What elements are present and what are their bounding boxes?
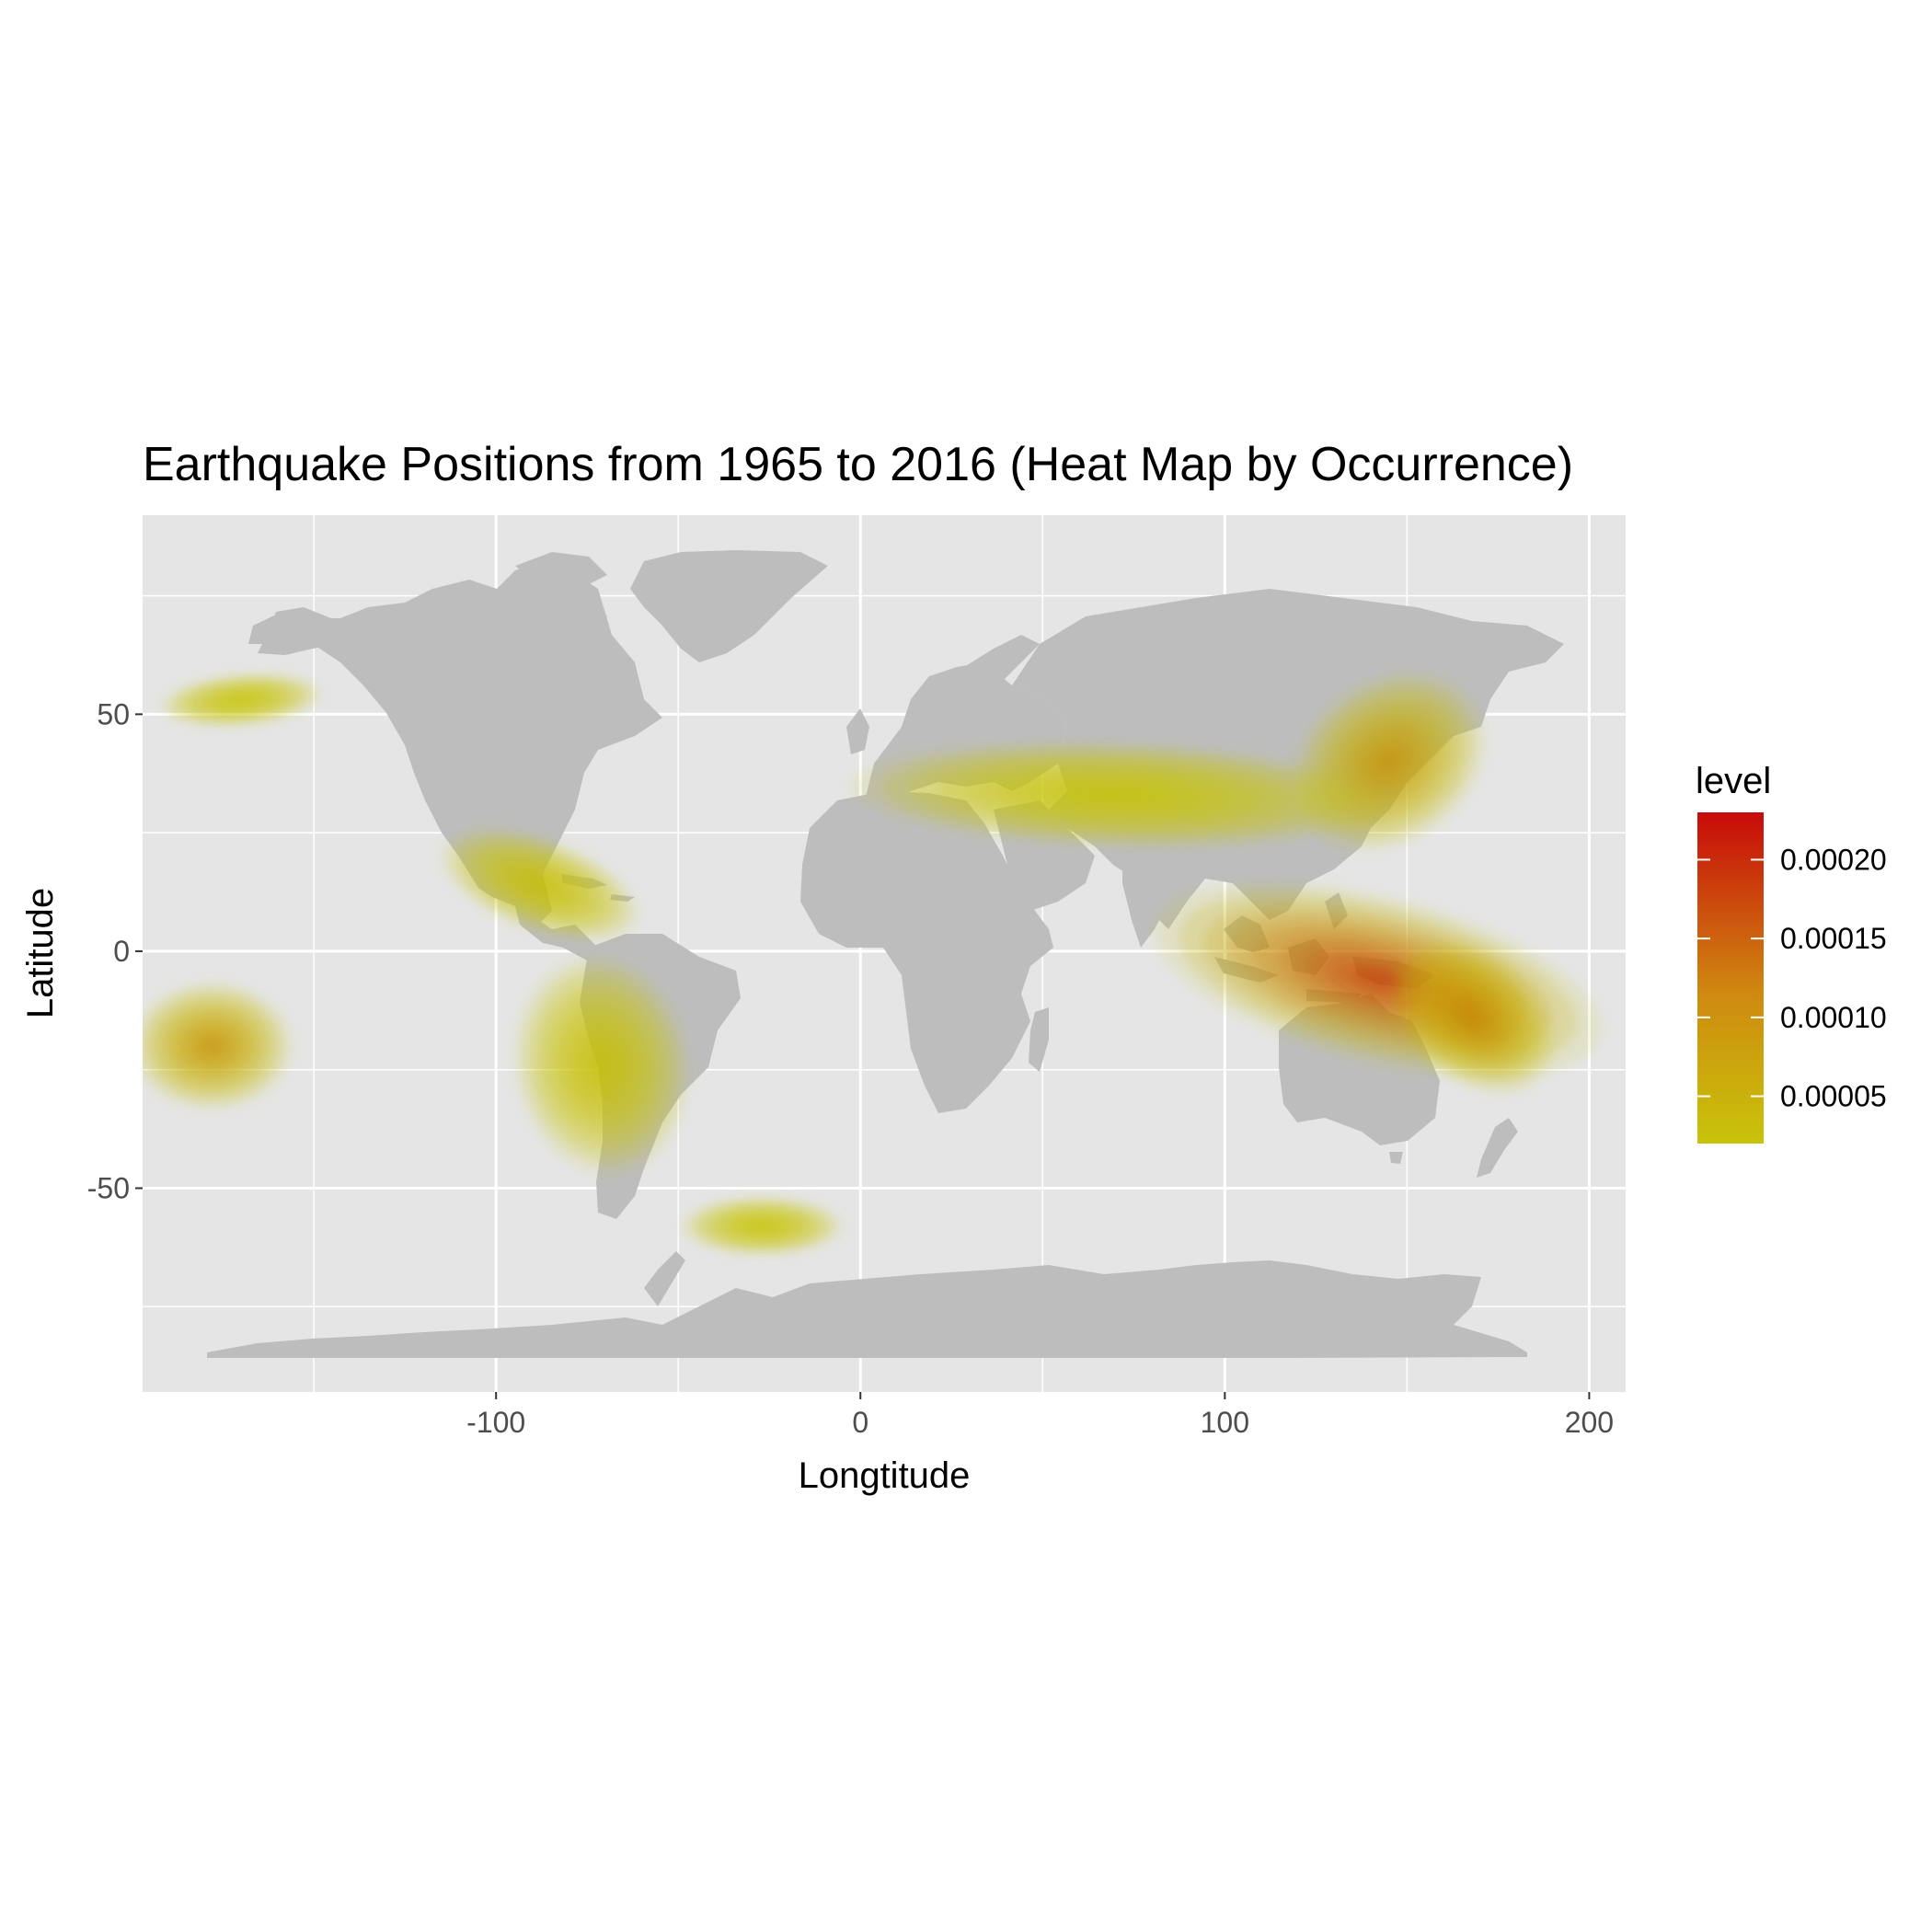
axes: -100 0 100 200 -50 0 50	[87, 697, 1614, 1439]
density-contour	[592, 1052, 612, 1077]
y-tick-label: -50	[87, 1171, 130, 1204]
hotspot-andes	[514, 956, 689, 1174]
y-axis-title: Latitude	[20, 888, 61, 1018]
legend-tick-label: 0.00020	[1780, 843, 1887, 876]
x-axis-title: Longtitude	[799, 1455, 971, 1496]
density-contour	[1377, 752, 1400, 772]
legend-ticks: 0.00005 0.00010 0.00015 0.00020	[1697, 843, 1887, 1113]
hotspot-tonga-fiji	[143, 983, 293, 1110]
land-africa	[800, 791, 1053, 1113]
density-contour	[1463, 1008, 1482, 1027]
density-layer	[143, 673, 1603, 1255]
land-antarctic-peninsula	[644, 1251, 685, 1306]
land-tasmania	[1389, 1152, 1403, 1164]
legend-tick-label: 0.00005	[1780, 1080, 1887, 1113]
land-greenland	[630, 550, 828, 662]
land-antarctica	[207, 1260, 1527, 1358]
density-contour	[232, 696, 250, 704]
hotspot-western-pacific-arc	[1391, 940, 1555, 1095]
density-contour	[1086, 788, 1145, 801]
density-contour	[528, 879, 551, 891]
land-uk	[846, 708, 869, 754]
x-tick-label: 0	[852, 1406, 868, 1439]
density-contour	[1352, 969, 1403, 991]
density-contour	[753, 1223, 772, 1230]
x-tick-label: 200	[1565, 1406, 1614, 1439]
x-tick-label: -100	[466, 1406, 525, 1439]
land-madagascar	[1029, 1007, 1049, 1072]
land-scandinavia	[938, 635, 1040, 727]
land-new-zealand	[1477, 1118, 1518, 1178]
y-tick-label: 0	[113, 935, 130, 968]
hotspot-himalaya-belt	[851, 742, 1380, 848]
legend-colorbar	[1697, 812, 1764, 1144]
hotspot-central-america	[441, 829, 638, 941]
hotspot-south-sandwich-islands	[681, 1197, 843, 1255]
legend-tick-label: 0.00015	[1780, 922, 1887, 955]
legend: level 0.00005 0.00010 0.00015 0.00020	[1696, 761, 1887, 1144]
land-india	[1122, 851, 1187, 948]
hotspot-aleutians	[160, 673, 322, 727]
land-north-america	[248, 561, 662, 925]
y-tick-label: 50	[97, 697, 130, 730]
land-alaska	[258, 607, 368, 655]
density-contour	[202, 1039, 221, 1053]
x-tick-label: 100	[1201, 1406, 1249, 1439]
chart-title: Earthquake Positions from 1965 to 2016 (…	[143, 438, 1573, 491]
land-arctic-islands	[515, 552, 607, 635]
legend-tick-label: 0.00010	[1780, 1001, 1887, 1034]
legend-title: level	[1696, 761, 1771, 801]
